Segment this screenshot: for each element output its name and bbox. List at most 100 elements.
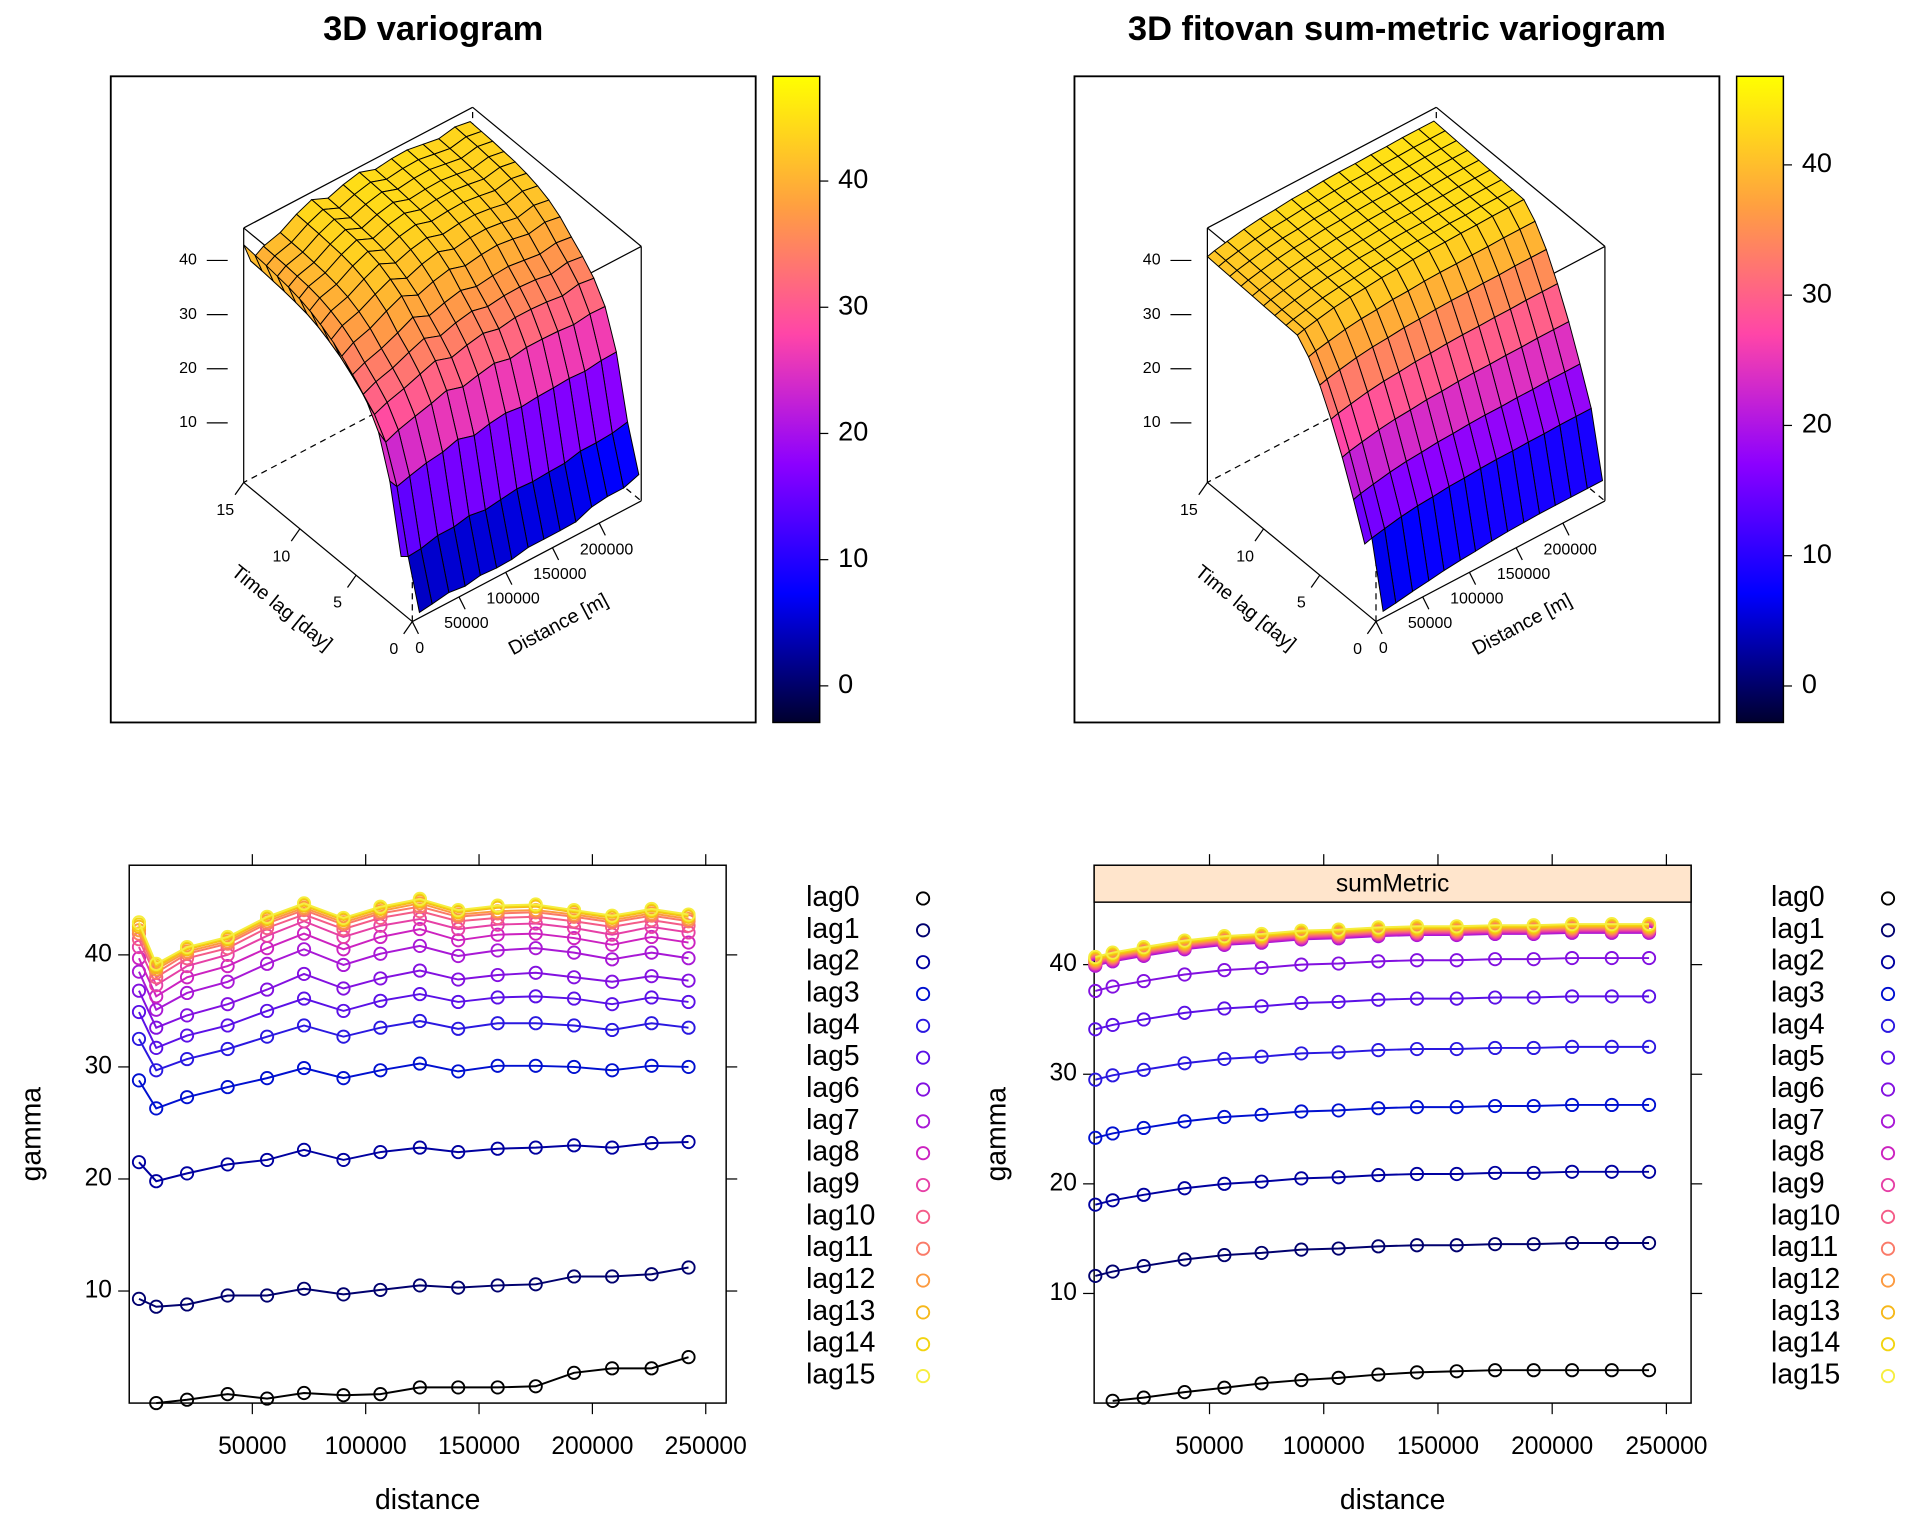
legend-marker [1880,1146,1896,1161]
surface-facet [407,547,433,614]
series-line [1095,931,1650,967]
data-point [605,1022,620,1038]
data-point [1136,1120,1151,1136]
data-point [1641,1097,1657,1113]
data-point [131,915,147,930]
data-point [1217,1001,1232,1016]
data-point [259,1071,275,1086]
colorbar-tick-label: 40 [838,163,868,194]
data-point [1331,1241,1346,1256]
legend-label: lag10 [806,1198,875,1230]
data-point [1409,1100,1425,1115]
data-point [412,963,427,978]
data-point [1487,1098,1503,1114]
data-point [1105,979,1120,994]
data-point [1641,989,1657,1004]
data-point [1449,1364,1464,1379]
legend-marker [1880,1337,1896,1352]
data-point [179,970,195,985]
data-point [528,897,543,912]
legend-label: lag0 [1771,880,1825,912]
data-point [528,1277,543,1292]
x-tick-label: 150000 [438,1433,520,1460]
legend-label: lag15 [806,1358,875,1390]
data-point [179,1028,195,1043]
data-point [149,989,164,1004]
data-point [1526,1363,1541,1378]
legend-label: lag6 [1771,1071,1825,1103]
strip-label: sumMetric [1336,870,1449,897]
data-point [259,1391,275,1406]
data-point [179,985,195,1001]
legend-label: lag7 [1771,1103,1825,1135]
data-point [131,1155,147,1170]
data-point [1564,1235,1580,1251]
data-point [605,997,620,1012]
data-point [1564,916,1580,932]
data-point [1331,1103,1346,1118]
legend-label: lag1 [1771,912,1825,944]
legend-label: lag5 [806,1039,860,1071]
data-point [1409,953,1425,968]
data-point [566,902,582,918]
legend-marker [1880,955,1896,970]
z-tick-label: 30 [1143,306,1161,323]
legend-label: lag7 [806,1103,860,1135]
legend-label: lag5 [1771,1039,1825,1071]
data-point [296,896,312,911]
y-axis-label: gamma [980,1087,1012,1182]
x-tick-label: 150000 [1497,566,1550,583]
data-point [1294,1171,1309,1186]
y-tick [290,528,301,542]
legend-marker [916,1337,931,1352]
legend-marker [916,1241,931,1256]
data-point [528,989,543,1004]
data-point [681,1059,696,1074]
series-line [156,1356,689,1405]
legend-marker [1880,1209,1896,1224]
series-line [138,1141,689,1183]
x-tick-label: 150000 [1397,1433,1479,1460]
data-point [149,1396,164,1411]
data-point [1409,991,1425,1006]
data-point [259,982,275,997]
legend-label: lag3 [806,975,860,1007]
data-point [1105,1126,1120,1141]
data-point [1371,1239,1386,1254]
y-axis-label: gamma [15,1087,47,1182]
data-point [528,1058,543,1073]
surface-facet [1371,527,1397,613]
data-point [1604,1164,1619,1179]
data-point [336,1003,351,1018]
data-point [412,1380,427,1395]
data-point [644,929,659,945]
box-edge [472,106,642,247]
data-point [566,930,582,946]
data-point [490,898,505,913]
legend-marker [916,1146,931,1161]
data-point [1371,1043,1386,1058]
x-tick [1375,621,1383,635]
data-point [644,1361,659,1376]
data-point [412,922,427,937]
data-point [1294,1046,1309,1061]
chart-title: 3D fitovan sum-metric variogram [1128,10,1666,48]
x-axis-label: distance [375,1483,480,1515]
data-point [259,1288,275,1303]
series-line [1095,928,1650,964]
z-tick-label: 10 [179,414,197,431]
data-point [179,1297,195,1312]
series-line [1095,1170,1650,1206]
z-tick-label: 20 [179,360,197,377]
series-line [1095,923,1650,958]
z-tick-label: 40 [179,252,197,269]
legend-label: lag3 [1771,975,1825,1007]
data-point [605,974,620,989]
data-point [681,1134,696,1150]
data-point [644,990,659,1005]
data-point [296,966,312,981]
x-tick-label: 50000 [1408,615,1453,632]
data-point [566,970,582,985]
data-point [528,1016,543,1031]
